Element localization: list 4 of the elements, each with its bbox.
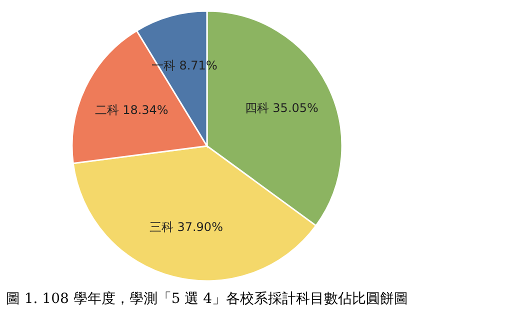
slice-label: 四科 35.05% — [244, 101, 318, 116]
slice-label: 三科 37.90% — [149, 220, 223, 234]
text: 圖 1. 108 學年度，學測「5 選 4」各校系採計科目數佔比圓餅圖 — [6, 291, 408, 307]
slice-label: 二科 18.34% — [94, 102, 168, 117]
